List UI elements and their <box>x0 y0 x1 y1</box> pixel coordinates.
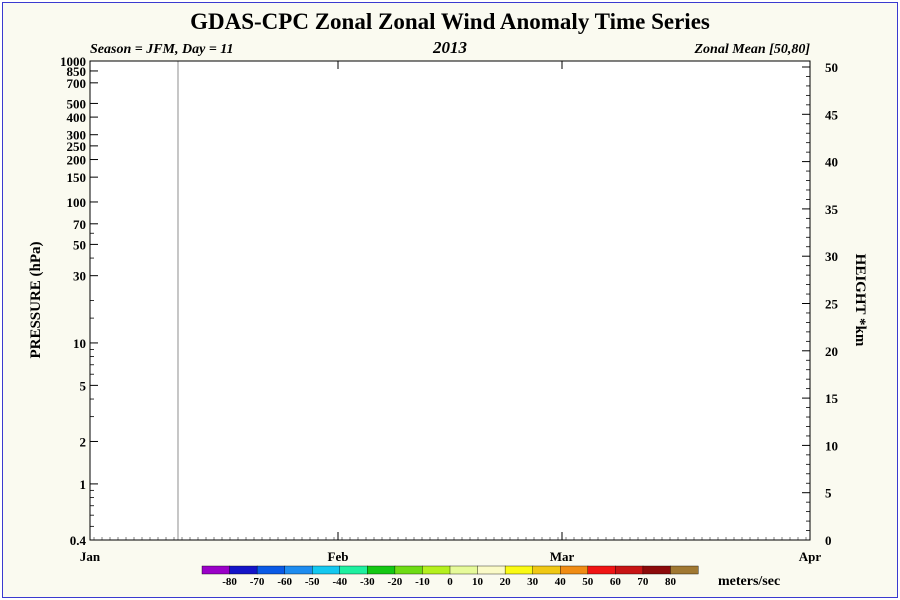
colorbar-swatch <box>256 565 286 575</box>
colorbar-tick-label: 10 <box>472 576 484 588</box>
colorbar-swatch <box>284 565 313 575</box>
pressure-tick-label: 200 <box>67 153 87 168</box>
colorbar-tick-label: -60 <box>277 576 292 588</box>
month-tick-label: Jan <box>80 549 101 564</box>
pressure-tick-label: 5 <box>80 378 87 393</box>
height-tick-label: 5 <box>825 486 832 501</box>
pressure-tick-label: 400 <box>67 110 87 125</box>
colorbar-swatch <box>339 565 368 575</box>
height-tick-label: 50 <box>825 60 838 75</box>
height-tick-label: 30 <box>825 249 838 264</box>
pressure-tick-label: 70 <box>73 217 86 232</box>
colorbar-swatch <box>201 565 231 575</box>
colorbar-tick-label: 70 <box>637 576 649 588</box>
colorbar-tick-label: 40 <box>555 576 567 588</box>
colorbar-swatch <box>615 565 644 575</box>
region-label: Zonal Mean [50,80] <box>694 42 811 57</box>
colorbar-tick-label: 50 <box>582 576 594 588</box>
colorbar: -80 -70 -60 -50 -40 -30 -20 -10 0 10 20 30 40 50 60 70 8… <box>201 565 699 588</box>
colorbar-swatch <box>642 565 671 575</box>
colorbar-tick-label: -70 <box>250 576 265 588</box>
colorbar-tick-label: -50 <box>305 576 320 588</box>
colorbar-swatch <box>449 565 479 575</box>
pressure-tick-label: 10 <box>73 336 86 351</box>
month-tick-label: Feb <box>328 549 349 564</box>
pressure-tick-label: 250 <box>67 139 87 154</box>
colorbar-swatch <box>367 565 396 575</box>
pressure-tick-label: 30 <box>73 269 86 284</box>
height-tick-label: 20 <box>825 344 838 359</box>
colorbar-tick-label: -10 <box>415 576 430 588</box>
colorbar-tick-label: 60 <box>610 576 622 588</box>
height-tick-label: 15 <box>825 391 839 406</box>
pressure-tick-label: 0.4 <box>70 533 87 548</box>
colorbar-tick-label: 0 <box>447 576 453 588</box>
height-tick-label: 45 <box>825 107 839 122</box>
colorbar-swatch <box>394 565 423 575</box>
pressure-tick-label: 500 <box>67 96 87 111</box>
colorbar-tick-label: -30 <box>360 576 375 588</box>
colorbar-swatch <box>560 565 589 575</box>
pressure-tick-label: 300 <box>67 128 87 143</box>
pressure-tick-label: 1000 <box>60 54 86 69</box>
colorbar-tick-label: -40 <box>332 576 347 588</box>
year-label: 2013 <box>432 38 468 57</box>
axes-layer <box>89 60 811 541</box>
y-axis-left-label: PRESSURE (hPa) <box>28 241 44 358</box>
colorbar-swatch <box>587 565 616 575</box>
height-tick-label: 25 <box>825 297 839 312</box>
colorbar-tick-label: 80 <box>665 576 677 588</box>
colorbar-tick-label: 20 <box>500 576 512 588</box>
season-label: Season = JFM, Day = 11 <box>90 42 234 57</box>
month-tick-label: Apr <box>799 549 822 564</box>
colorbar-swatch <box>504 565 534 575</box>
height-tick-label: 10 <box>825 438 838 453</box>
height-tick-label: 0 <box>825 533 832 548</box>
colorbar-units: meters/sec <box>718 574 780 589</box>
y-axis-right-label: HEIGHT *km <box>852 254 868 347</box>
colorbar-swatch <box>532 565 561 575</box>
pressure-tick-label: 850 <box>67 64 87 79</box>
pressure-tick-label: 150 <box>67 170 87 185</box>
colorbar-tick-label: -80 <box>222 576 237 588</box>
pressure-tick-label: 50 <box>73 237 86 252</box>
plot-background <box>90 61 810 540</box>
tick-labels: 0.41251030507010015020025030040050070085… <box>60 54 839 564</box>
colorbar-swatch <box>670 565 699 575</box>
pressure-tick-label: 100 <box>67 195 87 210</box>
chart-title: GDAS-CPC Zonal Zonal Wind Anomaly Time S… <box>190 9 710 34</box>
pressure-tick-label: 700 <box>67 76 87 91</box>
plot-area <box>90 61 810 540</box>
colorbar-swatch <box>229 565 258 575</box>
colorbar-tick-label: -20 <box>388 576 403 588</box>
month-tick-label: Mar <box>550 549 575 564</box>
height-tick-label: 35 <box>825 202 839 217</box>
pressure-tick-label: 1 <box>80 477 87 492</box>
pressure-tick-label: 2 <box>80 434 87 449</box>
colorbar-swatch <box>422 565 451 575</box>
colorbar-swatch <box>312 565 341 575</box>
colorbar-swatch <box>477 565 506 575</box>
colorbar-tick-label: 30 <box>527 576 539 588</box>
height-tick-label: 40 <box>825 155 838 170</box>
